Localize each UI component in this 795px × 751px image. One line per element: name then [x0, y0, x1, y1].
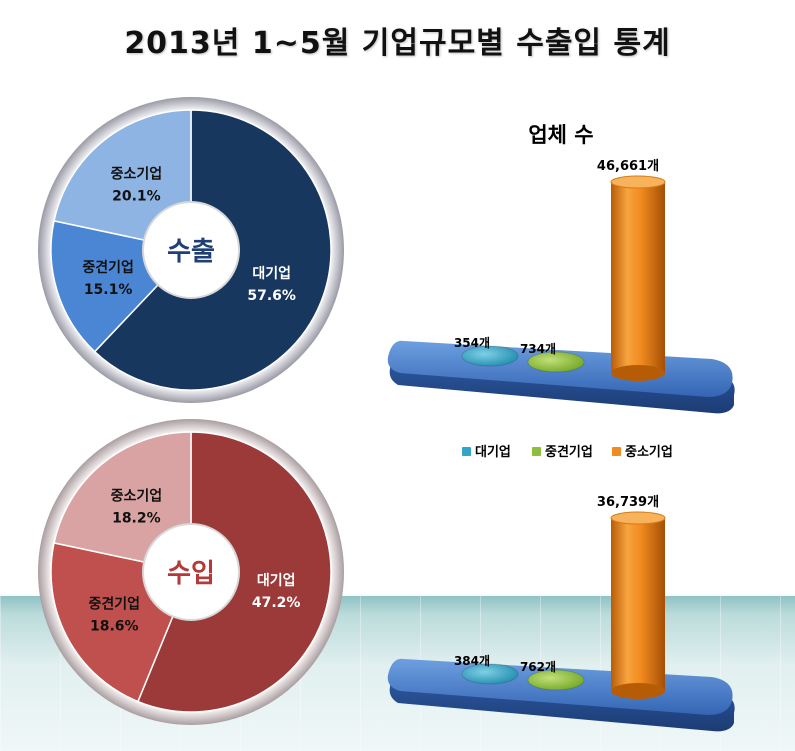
- slice-value-label: 18.6%: [90, 619, 139, 635]
- legend-label: 대기업: [475, 445, 511, 460]
- slice-label: 대기업: [252, 266, 291, 282]
- slice-value-label: 15.1%: [84, 282, 133, 298]
- legend-swatch: [532, 447, 541, 456]
- donut-chart-2: 대기업 47.2% 중견기업 18.6% 중소기업 18.2% 수입: [38, 419, 344, 725]
- bar-chart-2: 384개 762개 36,739개: [387, 495, 735, 732]
- slice-label: 대기업: [257, 573, 296, 589]
- bar-value-label: 36,739개: [597, 495, 659, 510]
- donut-center-label: 수입: [167, 559, 215, 589]
- slice-value-label: 57.6%: [247, 288, 296, 304]
- legend-swatch: [612, 447, 621, 456]
- bar-value-label: 762개: [520, 660, 556, 674]
- donut-hole: [142, 201, 240, 299]
- bar-value-label: 354개: [454, 336, 490, 350]
- slice-value-label: 47.2%: [252, 595, 301, 611]
- legend-item: 중소기업: [612, 445, 673, 460]
- bar-value-label: 46,661개: [597, 159, 659, 174]
- donut-hole: [142, 523, 240, 621]
- bar-value-label: 384개: [454, 654, 490, 668]
- bar-disk-1: [461, 663, 519, 685]
- bar-cylinder-top: [610, 511, 666, 525]
- slice-value-label: 20.1%: [112, 189, 161, 205]
- donut-chart-1: 대기업 57.6% 중견기업 15.1% 중소기업 20.1% 수출: [38, 97, 344, 403]
- slice-label: 중견기업: [88, 596, 140, 613]
- bar-disk-2: [527, 669, 585, 691]
- legend-item: 중견기업: [532, 444, 593, 460]
- slice-label: 중견기업: [82, 259, 134, 276]
- bar-cylinder-base: [611, 365, 665, 381]
- legend-swatch: [462, 447, 471, 456]
- legend-label: 중견기업: [545, 444, 593, 460]
- donut-center-label: 수출: [167, 237, 215, 267]
- bar-disk-2: [527, 351, 585, 373]
- slice-label: 중소기업: [111, 489, 163, 505]
- legend-label: 중소기업: [625, 445, 673, 460]
- bar-cylinder-top: [610, 175, 666, 189]
- bar-disk-1: [461, 345, 519, 367]
- chart-legend: 대기업 중견기업 중소기업: [462, 444, 673, 460]
- bar-cylinder-body: [611, 518, 665, 691]
- slice-value-label: 18.2%: [112, 511, 161, 527]
- legend-item: 대기업: [462, 445, 511, 460]
- page-title: 2013년 1~5월 기업규모별 수출입 통계: [124, 26, 671, 61]
- slice-label: 중소기업: [111, 167, 163, 183]
- bar-cylinder-base: [611, 683, 665, 699]
- bar-chart-1: 업체 수 354개 734개 46,661개: [387, 123, 735, 414]
- bar-value-label: 734개: [520, 342, 556, 356]
- chart-title: 업체 수: [528, 123, 593, 147]
- bar-cylinder-body: [611, 182, 665, 373]
